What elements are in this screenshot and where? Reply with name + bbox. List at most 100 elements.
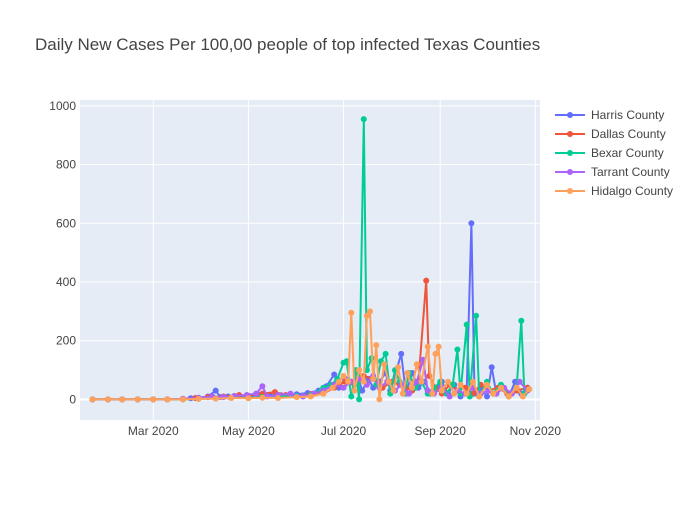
data-point	[518, 317, 525, 324]
y-tick-label: 1000	[49, 99, 76, 113]
legend-label: Dallas County	[591, 127, 666, 141]
data-point	[275, 395, 281, 401]
data-point	[526, 386, 533, 393]
data-point	[320, 390, 327, 397]
data-point	[513, 384, 520, 391]
legend-swatch-marker	[567, 169, 573, 175]
data-point	[340, 373, 347, 379]
data-point	[348, 393, 355, 400]
axis-labels: 0 200 400 600 800 1000 Mar 2020 May 2020 Jul 202…	[49, 99, 561, 438]
data-point	[409, 384, 416, 391]
data-point	[488, 364, 495, 371]
data-point	[484, 393, 490, 400]
legend-item[interactable]: Dallas County	[555, 127, 666, 141]
x-tick-label: May 2020	[222, 424, 275, 438]
data-point	[451, 390, 458, 397]
data-point	[413, 378, 420, 385]
data-point	[381, 361, 388, 368]
data-point	[476, 393, 483, 400]
data-point	[454, 346, 461, 353]
y-tick-label: 200	[56, 334, 76, 348]
data-point	[516, 378, 523, 385]
data-point	[351, 387, 358, 394]
data-point	[164, 396, 171, 403]
data-point	[345, 378, 352, 385]
data-point	[432, 350, 439, 357]
data-point	[376, 396, 383, 403]
series-layer	[89, 116, 533, 403]
data-point	[404, 370, 411, 376]
y-tick-label: 600	[56, 216, 76, 230]
data-point	[356, 396, 363, 403]
data-point	[363, 312, 370, 319]
data-point	[150, 396, 157, 403]
data-point	[490, 390, 497, 397]
data-point	[293, 394, 300, 401]
data-point	[373, 342, 380, 349]
legend-label: Bexar County	[591, 146, 664, 160]
data-point	[228, 395, 235, 401]
data-point	[438, 387, 445, 394]
data-point	[413, 361, 420, 368]
data-point	[307, 393, 314, 400]
series-hidalgo-county	[89, 308, 533, 403]
data-point	[505, 393, 512, 400]
data-point	[134, 396, 141, 403]
legend-item[interactable]: Hidalgo County	[555, 184, 673, 198]
legend-item[interactable]: Tarrant County	[555, 165, 670, 179]
legend-label: Harris County	[591, 108, 664, 122]
data-point	[435, 343, 442, 350]
data-point	[212, 387, 219, 394]
data-point	[445, 378, 451, 385]
data-point	[259, 394, 266, 401]
data-point	[287, 390, 294, 397]
y-tick-label: 800	[56, 158, 76, 172]
y-tick-label: 400	[56, 275, 76, 289]
data-point	[395, 364, 402, 371]
x-tick-label: Sep 2020	[415, 424, 467, 438]
data-point	[424, 343, 431, 350]
data-point	[424, 387, 431, 394]
data-point	[89, 396, 96, 403]
data-point	[245, 395, 252, 402]
data-point	[385, 378, 392, 385]
data-point	[406, 390, 412, 397]
legend-item[interactable]: Harris County	[555, 108, 664, 122]
data-point	[463, 390, 470, 397]
x-tick-label: Mar 2020	[128, 424, 179, 438]
data-point	[498, 384, 504, 391]
data-point	[468, 220, 475, 227]
data-point	[119, 396, 126, 403]
data-point	[359, 387, 366, 394]
data-point	[429, 390, 436, 397]
data-point	[418, 378, 425, 385]
data-point	[398, 350, 405, 357]
data-point	[367, 308, 373, 315]
data-point	[360, 378, 367, 385]
data-point	[179, 396, 186, 403]
legend-label: Tarrant County	[591, 165, 670, 179]
data-point	[335, 378, 342, 385]
legend-swatch-marker	[567, 188, 573, 194]
legend-swatch-marker	[567, 150, 573, 156]
y-tick-label: 0	[69, 392, 76, 406]
data-point	[340, 384, 347, 391]
data-point	[360, 116, 367, 123]
data-point	[329, 384, 336, 391]
legend[interactable]: Harris County Dallas County Bexar County Ta…	[555, 108, 673, 198]
data-point	[105, 396, 112, 403]
chart-title: Daily New Cases Per 100,00 people of top…	[35, 35, 540, 54]
data-point	[382, 350, 389, 357]
x-tick-label: Jul 2020	[321, 424, 367, 438]
x-tick-label: Nov 2020	[510, 424, 562, 438]
data-point	[457, 381, 464, 388]
data-point	[348, 309, 355, 316]
data-point	[423, 277, 430, 284]
legend-item[interactable]: Bexar County	[555, 146, 664, 160]
data-point	[331, 371, 338, 378]
data-point	[446, 393, 453, 400]
data-point	[212, 395, 219, 402]
legend-label: Hidalgo County	[591, 184, 673, 198]
